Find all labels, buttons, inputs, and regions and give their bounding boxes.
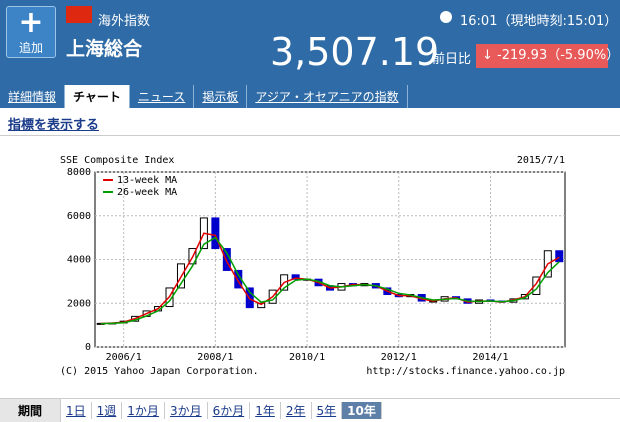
tab[interactable]: 掲示板 — [194, 85, 248, 108]
x-tick-label: 2008/1 — [197, 352, 233, 363]
legend-label: 26-week MA — [117, 187, 177, 198]
x-tick-label: 2010/1 — [289, 352, 325, 363]
candle — [211, 217, 220, 250]
period-option[interactable]: 6か月 — [208, 401, 251, 419]
change: ↓ -219.93（-5.90%） — [476, 44, 619, 68]
y-tick-label: 0 — [85, 342, 91, 353]
add-button[interactable]: + 追加 — [6, 6, 56, 58]
period-option[interactable]: 1週 — [92, 401, 123, 419]
clock-icon — [440, 11, 452, 23]
time: 16:01（現地時刻:15:01） — [460, 14, 618, 29]
x-tick-label: 2012/1 — [381, 352, 417, 363]
tab[interactable]: アジア・オセアニアの指数 — [247, 85, 408, 108]
indicator-link[interactable]: 指標を表示する — [0, 114, 620, 136]
tabs: 詳細情報 チャート ニュース 掲示板 アジア・オセアニアの指数 — [0, 85, 408, 108]
header: + 追加 海外指数 上海総合 16:01（現地時刻:15:01） 3,507.19… — [0, 0, 620, 108]
add-label: 追加 — [18, 41, 43, 55]
y-tick-label: 6000 — [67, 211, 91, 222]
period-option[interactable]: 1か月 — [122, 401, 165, 419]
x-tick-label: 2014/1 — [472, 352, 508, 363]
candle — [555, 250, 564, 263]
period-option[interactable]: 5年 — [312, 401, 343, 419]
tab[interactable]: ニュース — [130, 85, 195, 108]
index-name: 上海総合 — [66, 38, 143, 60]
candle — [257, 302, 266, 309]
category: 海外指数 — [98, 14, 151, 29]
y-tick-label: 2000 — [67, 298, 91, 309]
flag — [66, 6, 92, 23]
candle — [532, 276, 541, 295]
source: http://stocks.finance.yahoo.co.jp — [366, 366, 565, 377]
copyright: (C) 2015 Yahoo Japan Corporation. — [60, 366, 259, 377]
period-label: 期間 — [0, 398, 62, 422]
period-option[interactable]: 3か月 — [165, 401, 208, 419]
period-option[interactable]: 2年 — [281, 401, 312, 419]
price: 3,507.19 — [270, 30, 440, 74]
period-option[interactable]: 1年 — [250, 401, 281, 419]
x-tick-label: 2006/1 — [106, 352, 142, 363]
change-label: 前日比 — [432, 52, 472, 67]
change-value: -219.93（-5.90%） — [497, 48, 620, 63]
period-option[interactable]: 10年 — [342, 401, 382, 419]
period-option[interactable]: 1日 — [61, 401, 92, 419]
candle — [291, 274, 300, 280]
ma-line — [100, 236, 560, 325]
plot-frame — [94, 171, 566, 348]
y-tick-label: 4000 — [67, 255, 91, 266]
chart-title: SSE Composite Index — [60, 155, 174, 166]
chart-date: 2015/7/1 — [517, 155, 565, 166]
legend-label: 13-week MA — [117, 175, 177, 186]
tab[interactable]: 詳細情報 — [0, 85, 66, 108]
chart: SSE Composite Index 2015/7/1 0 2000 4000 6000… — [60, 155, 566, 377]
periods: 期間 1日 1週 1か月 3か月 6か月 1年 2年 5年 10年 — [0, 398, 620, 422]
tab[interactable]: チャート — [65, 85, 130, 108]
y-tick-label: 8000 — [67, 167, 91, 178]
